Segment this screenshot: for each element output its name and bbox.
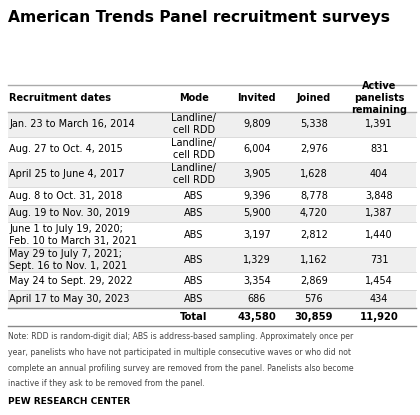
- Text: Aug. 8 to Oct. 31, 2018: Aug. 8 to Oct. 31, 2018: [9, 190, 123, 200]
- Text: 3,905: 3,905: [243, 169, 271, 179]
- Text: ABS: ABS: [184, 255, 203, 265]
- Text: 5,338: 5,338: [300, 119, 328, 129]
- Text: Landline/
cell RDD: Landline/ cell RDD: [171, 163, 216, 185]
- Text: 576: 576: [304, 294, 323, 304]
- Text: ABS: ABS: [184, 190, 203, 200]
- Text: 1,628: 1,628: [300, 169, 328, 179]
- Text: Landline/
cell RDD: Landline/ cell RDD: [171, 113, 216, 135]
- Text: April 25 to June 4, 2017: April 25 to June 4, 2017: [9, 169, 125, 179]
- Text: 1,329: 1,329: [243, 255, 271, 265]
- Text: 3,848: 3,848: [365, 190, 393, 200]
- Text: 9,809: 9,809: [243, 119, 271, 129]
- Text: Active
panelists
remaining: Active panelists remaining: [351, 81, 407, 115]
- Text: 2,812: 2,812: [300, 230, 328, 240]
- Text: ABS: ABS: [184, 294, 203, 304]
- Text: Joined: Joined: [297, 93, 331, 103]
- Text: Total: Total: [180, 312, 207, 322]
- Text: 1,387: 1,387: [365, 208, 393, 218]
- Text: Mode: Mode: [179, 93, 209, 103]
- Text: Aug. 27 to Oct. 4, 2015: Aug. 27 to Oct. 4, 2015: [9, 144, 123, 154]
- Text: 1,440: 1,440: [365, 230, 393, 240]
- Text: Aug. 19 to Nov. 30, 2019: Aug. 19 to Nov. 30, 2019: [9, 208, 130, 218]
- Text: 1,454: 1,454: [365, 276, 393, 286]
- Text: 11,920: 11,920: [360, 312, 399, 322]
- Text: 1,162: 1,162: [300, 255, 328, 265]
- Text: 404: 404: [370, 169, 388, 179]
- Text: 9,396: 9,396: [243, 190, 271, 200]
- Text: inactive if they ask to be removed from the panel.: inactive if they ask to be removed from …: [8, 379, 205, 388]
- Text: ABS: ABS: [184, 276, 203, 286]
- Text: 686: 686: [248, 294, 266, 304]
- Text: 8,778: 8,778: [300, 190, 328, 200]
- Text: 434: 434: [370, 294, 388, 304]
- Text: 43,580: 43,580: [238, 312, 276, 322]
- Text: 1,391: 1,391: [365, 119, 393, 129]
- Text: 4,720: 4,720: [300, 208, 328, 218]
- Text: Recruitment dates: Recruitment dates: [9, 93, 111, 103]
- Text: May 29 to July 7, 2021;
Sept. 16 to Nov. 1, 2021: May 29 to July 7, 2021; Sept. 16 to Nov.…: [9, 249, 127, 271]
- Text: Landline/
cell RDD: Landline/ cell RDD: [171, 138, 216, 160]
- Text: complete an annual profiling survey are removed from the panel. Panelists also b: complete an annual profiling survey are …: [8, 364, 354, 373]
- Text: June 1 to July 19, 2020;
Feb. 10 to March 31, 2021: June 1 to July 19, 2020; Feb. 10 to Marc…: [9, 224, 137, 246]
- Text: 731: 731: [370, 255, 388, 265]
- Text: 2,976: 2,976: [300, 144, 328, 154]
- Text: 831: 831: [370, 144, 388, 154]
- Text: May 24 to Sept. 29, 2022: May 24 to Sept. 29, 2022: [9, 276, 133, 286]
- Text: ABS: ABS: [184, 208, 203, 218]
- Text: Jan. 23 to March 16, 2014: Jan. 23 to March 16, 2014: [9, 119, 135, 129]
- Text: year, panelists who have not participated in multiple consecutive waves or who d: year, panelists who have not participate…: [8, 348, 352, 357]
- Text: PEW RESEARCH CENTER: PEW RESEARCH CENTER: [8, 397, 131, 406]
- Text: ABS: ABS: [184, 230, 203, 240]
- Text: 6,004: 6,004: [243, 144, 271, 154]
- Text: Invited: Invited: [238, 93, 276, 103]
- Text: 2,869: 2,869: [300, 276, 328, 286]
- Text: 30,859: 30,859: [295, 312, 333, 322]
- Text: April 17 to May 30, 2023: April 17 to May 30, 2023: [9, 294, 130, 304]
- Text: 5,900: 5,900: [243, 208, 271, 218]
- Text: American Trends Panel recruitment surveys: American Trends Panel recruitment survey…: [8, 10, 391, 25]
- Text: 3,197: 3,197: [243, 230, 271, 240]
- Text: Note: RDD is random-digit dial; ABS is address-based sampling. Approximately onc: Note: RDD is random-digit dial; ABS is a…: [8, 332, 354, 341]
- Text: 3,354: 3,354: [243, 276, 271, 286]
